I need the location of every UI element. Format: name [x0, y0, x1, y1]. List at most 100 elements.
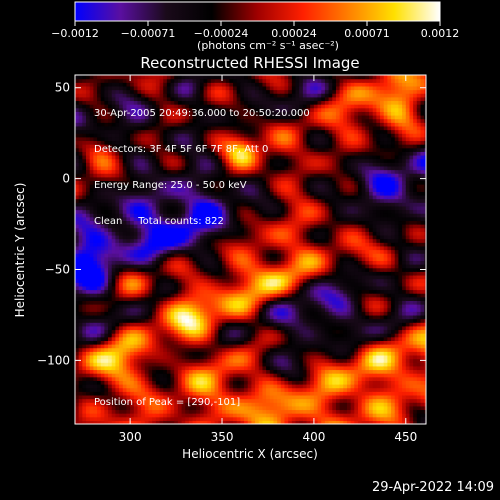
heatmap-cell: [207, 253, 212, 258]
heatmap-cell: [181, 111, 186, 116]
heatmap-cell: [229, 278, 234, 283]
heatmap-cell: [210, 187, 216, 192]
heatmap-cell: [97, 329, 102, 334]
heatmap-cell: [207, 187, 212, 192]
heatmap-cell: [185, 234, 190, 240]
heatmap-cell: [229, 325, 234, 331]
heatmap-cell: [236, 169, 241, 174]
heatmap-cell: [177, 256, 183, 262]
heatmap-cell: [229, 198, 234, 203]
heatmap-cell: [144, 362, 150, 367]
heatmap-cell: [100, 365, 106, 371]
heatmap-cell: [137, 144, 142, 149]
heatmap-cell: [177, 271, 183, 276]
heatmap-cell: [89, 122, 94, 127]
heatmap-cell: [148, 114, 153, 120]
heatmap-cell: [258, 118, 264, 123]
heatmap-cell: [155, 194, 161, 200]
heatmap-cell: [229, 351, 234, 356]
heatmap-cell: [222, 311, 227, 316]
heatmap-cell: [185, 278, 190, 283]
heatmap-cell: [159, 216, 164, 222]
heatmap-cell: [251, 413, 256, 418]
heatmap-cell: [262, 169, 267, 174]
heatmap-cell: [159, 147, 164, 152]
heatmap-cell: [244, 347, 249, 352]
heatmap-cell: [152, 100, 157, 105]
heatmap-cell: [222, 194, 227, 200]
heatmap-cell: [244, 82, 249, 87]
heatmap-cell: [89, 362, 94, 367]
heatmap-cell: [159, 264, 164, 269]
heatmap-cell: [240, 311, 245, 316]
heatmap-cell: [126, 325, 131, 331]
heatmap-cell: [258, 213, 264, 218]
heatmap-cell: [104, 325, 109, 331]
heatmap-cell: [229, 169, 234, 174]
heatmap-cell: [210, 311, 216, 316]
heatmap-cell: [185, 289, 190, 294]
heatmap-cell: [255, 358, 260, 363]
heatmap-cell: [119, 158, 124, 163]
heatmap-cell: [144, 162, 150, 167]
heatmap-cell: [78, 129, 83, 134]
heatmap-cell: [100, 402, 106, 407]
heatmap-cell: [111, 238, 117, 243]
heatmap-cell: [166, 340, 172, 345]
heatmap-cell: [100, 231, 106, 236]
heatmap-cell: [93, 154, 98, 160]
heatmap-cell: [141, 336, 146, 341]
heatmap-cell: [258, 282, 264, 287]
heatmap-cell: [122, 187, 128, 192]
heatmap-cell: [122, 387, 128, 392]
heatmap-cell: [236, 129, 241, 134]
heatmap-cell: [104, 351, 109, 356]
heatmap-cell: [192, 205, 197, 211]
heatmap-cell: [199, 413, 205, 418]
heatmap-cell: [170, 282, 175, 287]
heatmap-cell: [203, 340, 208, 345]
heatmap-cell: [174, 125, 179, 131]
heatmap-cell: [111, 380, 117, 385]
heatmap-cell: [148, 278, 153, 283]
heatmap-cell: [137, 111, 142, 116]
heatmap-cell: [97, 147, 102, 152]
heatmap-cell: [119, 187, 124, 192]
heatmap-cell: [155, 93, 161, 98]
heatmap-cell: [244, 89, 249, 94]
heatmap-cell: [104, 274, 109, 280]
heatmap-cell: [93, 260, 98, 265]
heatmap-cell: [258, 125, 264, 131]
heatmap-cell: [199, 205, 205, 211]
heatmap-cell: [119, 238, 124, 243]
heatmap-cell: [89, 296, 94, 301]
heatmap-cell: [210, 267, 216, 272]
heatmap-cell: [185, 365, 190, 371]
heatmap-cell: [130, 267, 135, 272]
heatmap-cell: [203, 202, 208, 207]
heatmap-cell: [258, 394, 264, 400]
heatmap-cell: [207, 107, 212, 112]
heatmap-cell: [262, 369, 267, 374]
heatmap-cell: [240, 133, 245, 138]
heatmap-cell: [177, 409, 183, 414]
heatmap-cell: [78, 234, 83, 240]
heatmap-cell: [93, 242, 98, 247]
heatmap-cell: [258, 169, 264, 174]
heatmap-cell: [89, 351, 94, 356]
heatmap-cell: [192, 151, 197, 156]
heatmap-cell: [166, 111, 172, 116]
heatmap-cell: [177, 398, 183, 403]
heatmap-cell: [233, 187, 238, 192]
heatmap-cell: [166, 314, 172, 320]
heatmap-cell: [75, 234, 80, 240]
heatmap-cell: [155, 318, 161, 323]
heatmap-cell: [97, 409, 102, 414]
heatmap-cell: [236, 293, 241, 298]
heatmap-cell: [240, 384, 245, 389]
heatmap-cell: [203, 75, 208, 80]
heatmap-cell: [229, 216, 234, 222]
heatmap-cell: [133, 238, 139, 243]
heatmap-cell: [233, 347, 238, 352]
heatmap-cell: [185, 180, 190, 185]
